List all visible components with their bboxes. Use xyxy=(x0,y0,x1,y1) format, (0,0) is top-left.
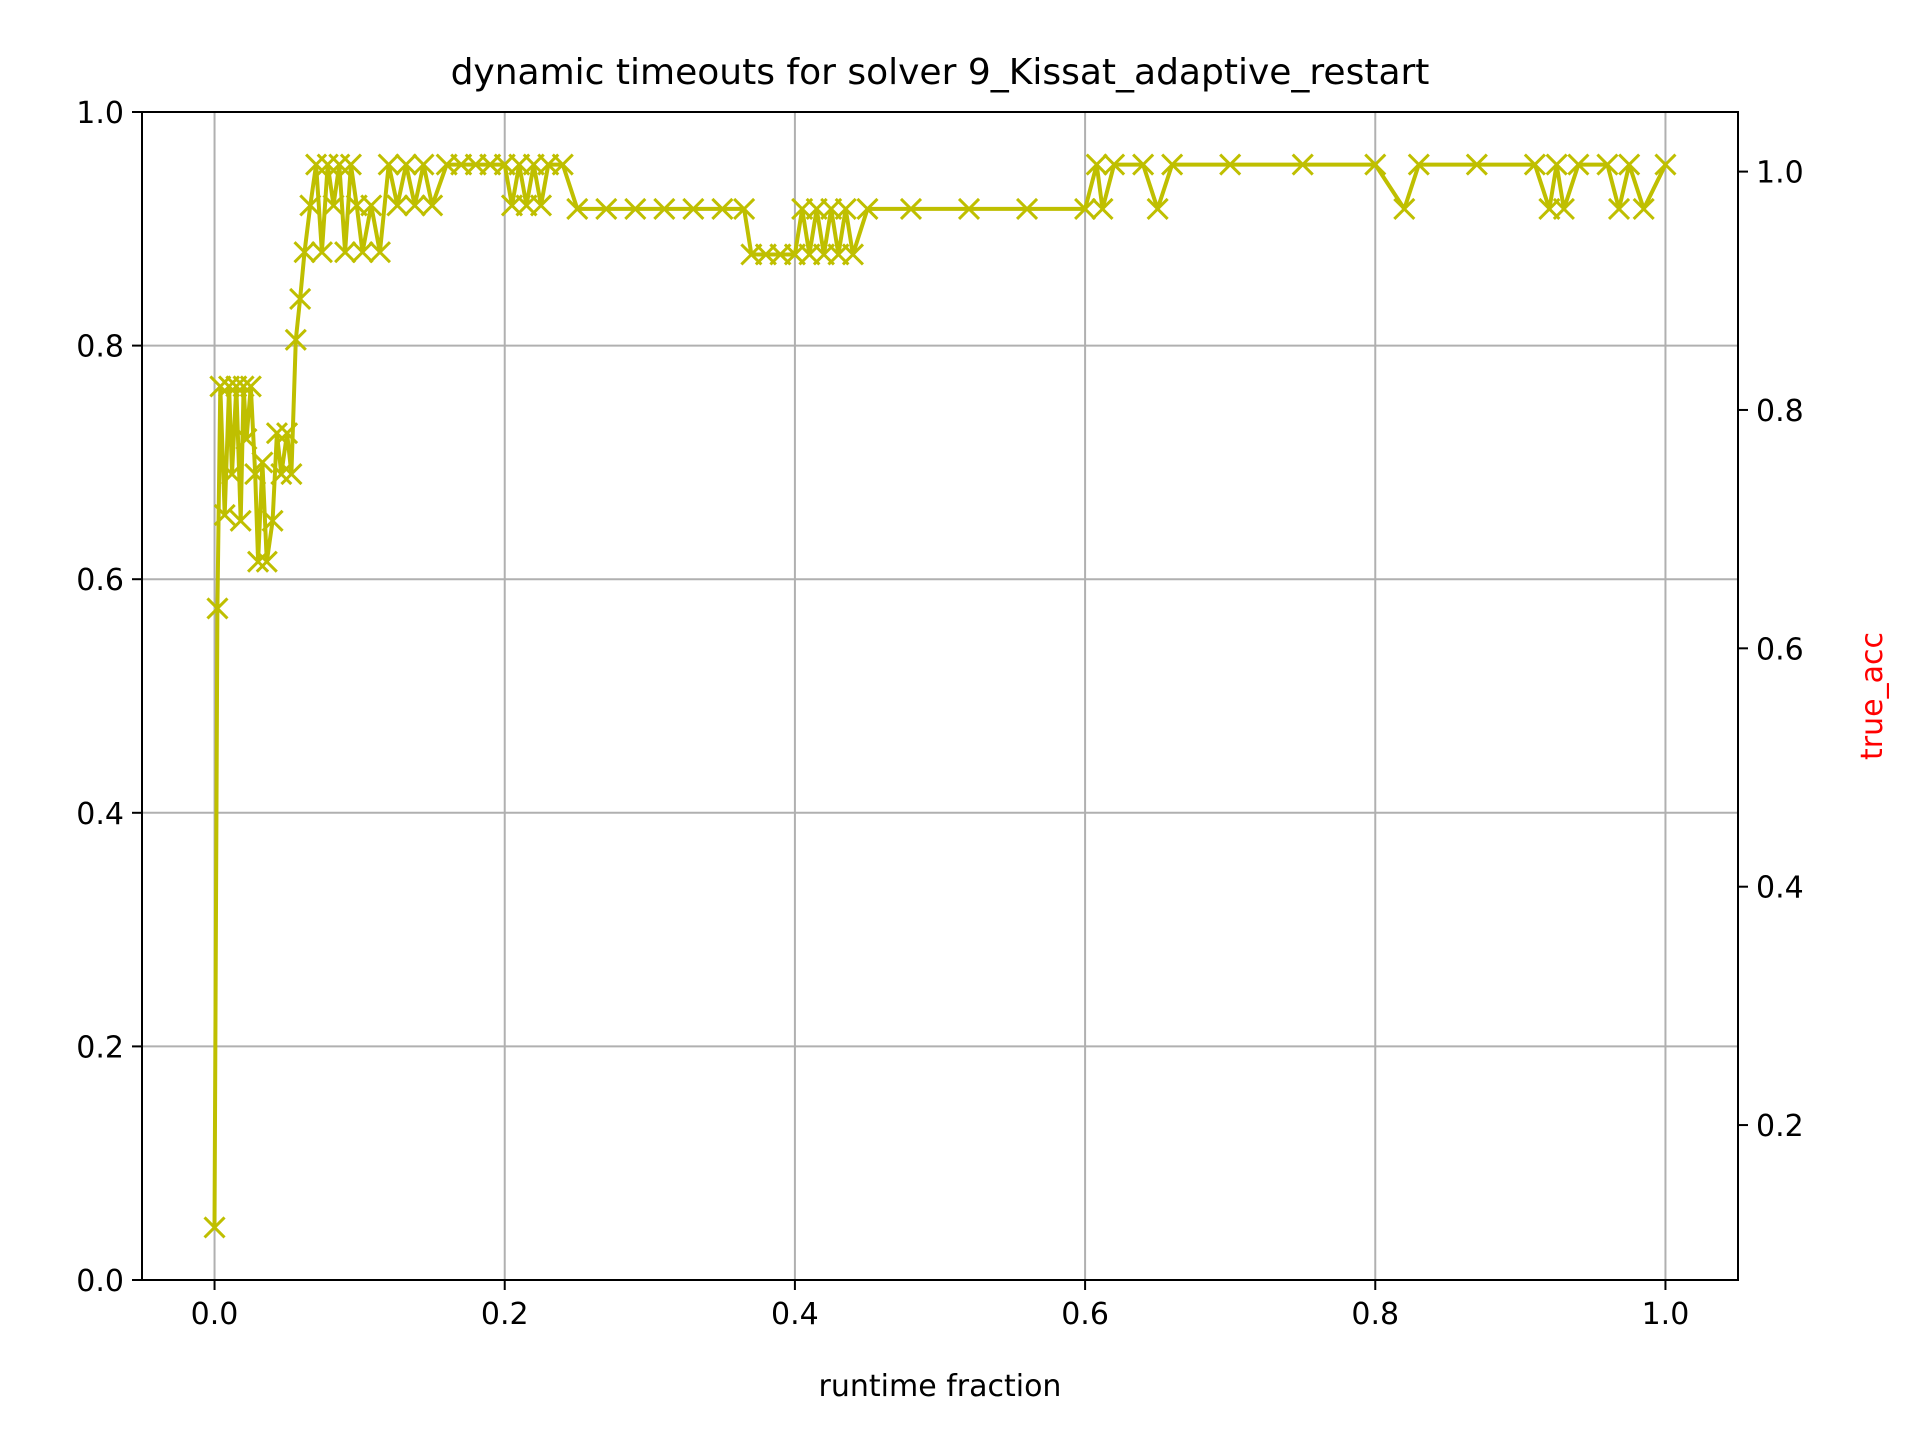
data-point-marker xyxy=(1567,153,1590,176)
data-point-marker xyxy=(1596,153,1619,176)
x-axis: 0.0 0.2 0.4 0.6 0.8 1.0 xyxy=(191,1280,1690,1332)
data-point-marker xyxy=(1364,153,1387,176)
data-point-marker xyxy=(1291,153,1314,176)
data-point-marker xyxy=(284,328,307,351)
data-point-marker xyxy=(551,153,574,176)
data-point-marker xyxy=(299,194,322,217)
data-point-marker xyxy=(368,241,392,264)
data-point-marker xyxy=(247,550,270,573)
data-point-marker xyxy=(1545,153,1568,176)
x-tick-label: 0.0 xyxy=(191,1297,239,1332)
data-point-marker xyxy=(1607,197,1631,221)
data-point-marker xyxy=(421,194,444,217)
data-point-marker xyxy=(351,241,374,264)
x-axis-label: runtime fraction xyxy=(819,1369,1062,1404)
data-point-marker xyxy=(856,197,879,221)
y-tick-label: 0.0 xyxy=(76,1264,124,1299)
grid xyxy=(142,111,1738,1281)
data-point-marker xyxy=(203,1216,226,1239)
data-point-marker xyxy=(834,197,857,221)
x-tick-label: 0.4 xyxy=(771,1297,819,1332)
data-point-marker xyxy=(220,463,244,486)
y2-tick-label: 0.4 xyxy=(1756,871,1804,906)
data-point-marker xyxy=(899,197,923,221)
data-point-marker xyxy=(1074,197,1097,221)
data-point-marker xyxy=(1146,197,1169,221)
chart-title: dynamic timeouts for solver 9_Kissat_ada… xyxy=(451,52,1430,93)
data-point-marker xyxy=(265,422,288,445)
data-point-marker xyxy=(339,153,362,176)
data-point-marker xyxy=(711,197,734,221)
data-point-marker xyxy=(293,241,316,264)
data-point-marker xyxy=(957,197,981,221)
data-point-marker xyxy=(1103,153,1126,176)
data-point-marker xyxy=(1085,153,1108,176)
x-tick-label: 1.0 xyxy=(1642,1297,1690,1332)
x-tick-label: 0.6 xyxy=(1061,1297,1109,1332)
series-layer xyxy=(203,153,1677,1239)
data-point-marker xyxy=(1091,197,1114,221)
data-point-marker xyxy=(251,451,274,474)
data-point-marker xyxy=(235,427,258,451)
y-tick-label: 0.6 xyxy=(76,563,124,598)
data-point-marker xyxy=(310,241,333,264)
data-point-marker xyxy=(595,197,618,221)
data-point-marker xyxy=(566,197,589,221)
data-point-marker xyxy=(206,597,229,620)
data-point-marker xyxy=(334,241,357,264)
data-point-marker xyxy=(841,243,865,266)
data-point-marker xyxy=(261,509,284,532)
data-point-marker xyxy=(624,197,647,221)
data-point-marker xyxy=(1465,153,1488,176)
data-point-marker xyxy=(255,550,278,573)
data-point-marker xyxy=(1161,153,1184,176)
data-point-marker xyxy=(403,194,426,217)
data-point-marker xyxy=(395,153,418,176)
data-point-marker xyxy=(682,197,705,221)
y-tick-label: 1.0 xyxy=(76,96,124,131)
data-point-marker xyxy=(1523,153,1546,176)
data-point-marker xyxy=(244,463,267,486)
data-point-marker xyxy=(1015,197,1039,221)
y2-axis-label: true_acc xyxy=(1855,632,1890,760)
data-point-marker xyxy=(276,422,299,445)
data-point-marker xyxy=(377,153,400,176)
data-point-marker xyxy=(1654,153,1677,176)
data-point-marker xyxy=(229,509,252,532)
data-point-marker xyxy=(1632,197,1655,221)
data-point-marker xyxy=(360,194,383,217)
data-point-marker xyxy=(386,194,409,217)
data-point-marker xyxy=(270,463,293,486)
data-point-marker xyxy=(280,463,303,486)
y2-tick-label: 0.8 xyxy=(1756,394,1804,429)
data-point-marker xyxy=(733,197,756,221)
plot-frame xyxy=(141,111,1739,1281)
y-tick-label: 0.4 xyxy=(76,797,124,832)
data-point-marker xyxy=(1393,197,1416,221)
x-tick-label: 0.2 xyxy=(481,1297,529,1332)
data-point-marker xyxy=(1407,153,1430,176)
data-point-marker xyxy=(412,153,435,176)
x-tick-label: 0.8 xyxy=(1351,1297,1399,1332)
data-point-marker xyxy=(213,503,236,527)
data-point-marker xyxy=(209,375,232,398)
data-point-marker xyxy=(289,287,312,310)
y2-tick-label: 0.2 xyxy=(1756,1109,1804,1144)
data-point-marker xyxy=(529,194,553,217)
data-point-marker xyxy=(232,375,255,398)
y-axis-right: 0.2 0.4 0.6 0.8 1.0 xyxy=(1738,156,1804,1144)
data-point-marker xyxy=(1552,197,1575,221)
data-point-marker xyxy=(322,194,345,217)
y-tick-label: 0.2 xyxy=(76,1030,124,1065)
data-point-marker xyxy=(653,197,676,221)
data-point-marker xyxy=(1618,153,1641,176)
data-point-marker xyxy=(239,375,262,398)
y2-tick-label: 1.0 xyxy=(1756,156,1804,191)
y-axis-left: 0.0 0.2 0.4 0.6 0.8 1.0 xyxy=(76,96,142,1299)
y2-tick-label: 0.6 xyxy=(1756,632,1804,667)
y-tick-label: 0.8 xyxy=(76,330,124,365)
data-point-marker xyxy=(1219,153,1242,176)
data-point-marker xyxy=(1132,153,1155,176)
